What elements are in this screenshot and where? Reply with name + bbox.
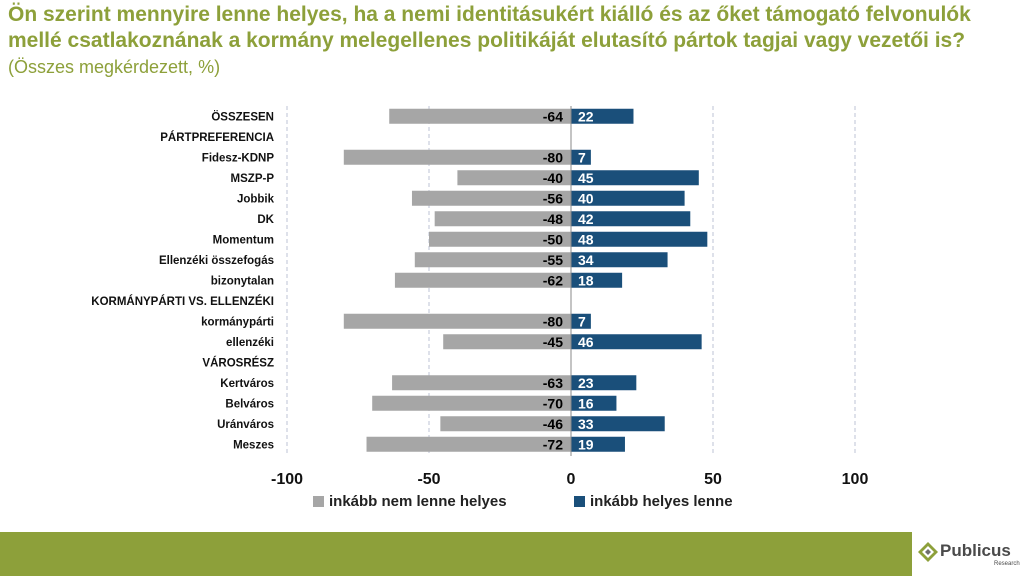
data-label-negative: -72 — [543, 436, 563, 452]
bar-negative — [443, 334, 571, 350]
data-label-positive: 34 — [578, 252, 594, 268]
data-label-positive: 19 — [578, 436, 594, 452]
data-label-negative: -80 — [543, 149, 563, 165]
data-label-negative: -50 — [543, 231, 563, 247]
category-label: VÁROSRÉSZ — [202, 356, 274, 369]
bar-positive — [571, 190, 685, 206]
category-label: Uránváros — [217, 419, 274, 431]
bar-negative — [392, 375, 571, 391]
data-label-positive: 48 — [578, 231, 594, 247]
data-label-positive: 18 — [578, 272, 594, 288]
category-label: DK — [257, 214, 274, 226]
category-label: Ellenzéki összefogás — [159, 255, 274, 267]
data-label-negative: -46 — [543, 416, 563, 432]
data-label-negative: -45 — [543, 334, 563, 350]
legend-swatch-negative — [313, 496, 324, 507]
legend-label-positive: inkább helyes lenne — [590, 493, 733, 510]
legend-swatch-positive — [574, 496, 585, 507]
bar-positive — [571, 334, 702, 350]
data-label-positive: 7 — [578, 149, 586, 165]
bar-positive — [571, 375, 637, 391]
bar-positive — [571, 231, 708, 247]
bar-negative — [457, 170, 571, 186]
bar-negative — [389, 108, 571, 124]
data-label-negative: -62 — [543, 272, 563, 288]
bar-positive — [571, 252, 668, 268]
bar-negative — [372, 395, 571, 411]
chart-subtitle: (Összes megkérdezett, %) — [8, 57, 221, 77]
data-label-positive: 45 — [578, 170, 594, 186]
category-label: Belváros — [225, 398, 274, 410]
bar-chart: ÖSSZESEN -64 22 PÁRTPREFERENCIA Fidesz-KDNP -… — [91, 106, 869, 488]
data-label-negative: -40 — [543, 170, 563, 186]
bar-positive — [571, 436, 625, 452]
data-label-negative: -64 — [543, 108, 563, 124]
x-tick-label: -100 — [271, 471, 303, 488]
category-label: ÖSSZESEN — [211, 110, 274, 123]
bar-negative — [343, 313, 571, 329]
category-label: MSZP-P — [231, 173, 275, 185]
category-label: kormánypárti — [201, 316, 274, 328]
bar-positive — [571, 272, 623, 288]
bar-negative — [429, 231, 571, 247]
brand-tagline: Research — [994, 561, 1020, 567]
publicus-logo-icon — [918, 542, 938, 562]
category-label: bizonytalan — [211, 275, 274, 287]
x-tick-label: 100 — [842, 471, 869, 488]
bar-positive — [571, 313, 591, 329]
data-label-negative: -55 — [543, 252, 563, 268]
brand-logo: Publicus Research — [918, 536, 1022, 572]
x-tick-label: 0 — [567, 471, 576, 488]
title-text: Ön szerint mennyire lenne helyes, ha a n… — [8, 3, 971, 52]
data-label-negative: -80 — [543, 313, 563, 329]
data-label-negative: -56 — [543, 190, 563, 206]
category-label: Meszes — [233, 439, 274, 451]
data-label-negative: -63 — [543, 375, 563, 391]
x-tick-label: -50 — [417, 471, 440, 488]
data-label-positive: 33 — [578, 416, 594, 432]
bar-positive — [571, 149, 591, 165]
bar-positive — [571, 108, 634, 124]
bar-negative — [394, 272, 571, 288]
data-label-positive: 23 — [578, 375, 594, 391]
footer-bar — [0, 532, 912, 576]
chart-title: Ön szerint mennyire lenne helyes, ha a n… — [8, 2, 1008, 80]
data-label-negative: -48 — [543, 211, 563, 227]
bar-negative — [343, 149, 571, 165]
bar-negative — [434, 211, 571, 227]
category-label: Jobbik — [237, 193, 275, 205]
data-label-positive: 42 — [578, 211, 594, 227]
data-label-positive: 40 — [578, 190, 594, 206]
data-label-positive: 16 — [578, 395, 594, 411]
category-label: KORMÁNYPÁRTI VS. ELLENZÉKI — [91, 295, 274, 308]
brand-name: Publicus — [940, 541, 1011, 560]
category-label: PÁRTPREFERENCIA — [160, 131, 274, 144]
category-label: Fidesz-KDNP — [202, 152, 275, 164]
bar-negative — [440, 416, 571, 432]
bar-negative — [366, 436, 571, 452]
data-label-positive: 22 — [578, 108, 594, 124]
category-label: Kertváros — [220, 378, 274, 390]
data-label-positive: 7 — [578, 313, 586, 329]
data-label-positive: 46 — [578, 334, 594, 350]
bar-negative — [414, 252, 571, 268]
data-label-negative: -70 — [543, 395, 563, 411]
category-label: Momentum — [213, 234, 274, 246]
bar-positive — [571, 395, 617, 411]
legend-label-negative: inkább nem lenne helyes — [329, 493, 507, 510]
bar-positive — [571, 211, 691, 227]
bar-positive — [571, 170, 699, 186]
bar-negative — [411, 190, 571, 206]
bar-positive — [571, 416, 665, 432]
category-label: ellenzéki — [226, 337, 274, 349]
x-tick-label: 50 — [704, 471, 722, 488]
